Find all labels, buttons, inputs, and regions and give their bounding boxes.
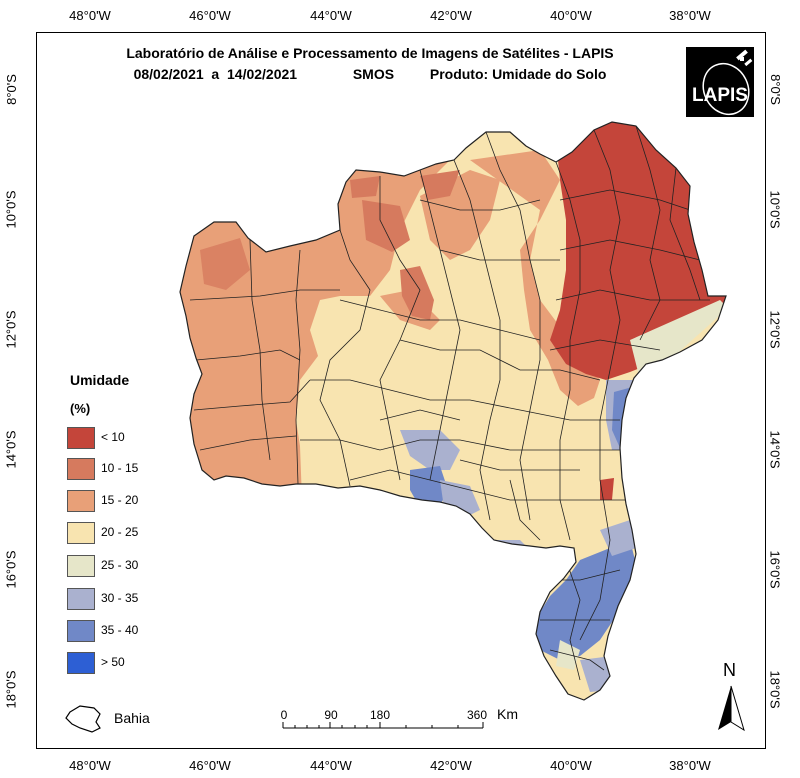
logo-text: LAPIS (692, 85, 748, 106)
legend-label: 30 - 35 (101, 591, 139, 605)
legend-swatch (67, 427, 95, 449)
lon-tick-bottom: 44°0'W (310, 758, 352, 773)
lon-tick-bottom: 46°0'W (189, 758, 231, 773)
north-label: N (723, 660, 736, 680)
legend-label: > 50 (101, 655, 125, 669)
legend-swatch (67, 652, 95, 674)
sensor-name: SMOS (352, 66, 395, 82)
municipal-boundaries (189, 125, 710, 681)
date-range: 08/02/2021 a 14/02/2021 (133, 66, 298, 82)
lon-tick-top: 42°0'W (430, 8, 472, 23)
lon-tick-top: 40°0'W (550, 8, 592, 23)
legend-swatch (67, 620, 95, 642)
lon-tick-bottom: 48°0'W (69, 758, 111, 773)
lon-tick-top: 46°0'W (189, 8, 231, 23)
scale-tick-label: 0 (280, 708, 288, 722)
product-name: Produto: Umidade do Solo (429, 66, 607, 82)
legend-title: Umidade (70, 372, 130, 388)
legend-swatch (67, 490, 95, 512)
lon-tick-bottom: 40°0'W (550, 758, 592, 773)
scale-tick-label: 180 (369, 708, 391, 722)
lon-tick-bottom: 38°0'W (669, 758, 711, 773)
satellite-icon (702, 49, 753, 116)
map-title: Laboratório de Análise e Processamento d… (126, 45, 614, 61)
bahia-inset-icon (65, 705, 101, 733)
lon-tick-bottom: 42°0'W (430, 758, 472, 773)
legend-label: 35 - 40 (101, 623, 139, 637)
bahia-outline (179, 121, 727, 701)
legend-swatch (67, 458, 95, 480)
legend-label: 25 - 30 (101, 558, 139, 572)
legend-swatch (67, 555, 95, 577)
legend-label: < 10 (101, 430, 125, 444)
inset-label: Bahia (114, 710, 150, 726)
map-subtitle: 08/02/2021 a 14/02/2021 SMOS Produto: Um… (0, 66, 770, 82)
lon-tick-top: 48°0'W (69, 8, 111, 23)
lon-tick-top: 44°0'W (310, 8, 352, 23)
legend-unit: (%) (70, 401, 91, 416)
lapis-logo: LAPIS (686, 47, 754, 117)
legend-swatch (67, 522, 95, 544)
legend-label: 10 - 15 (101, 461, 139, 475)
scale-unit: Km (497, 706, 518, 722)
scale-tick-label: 360 (466, 708, 488, 722)
scale-tick-label: 90 (324, 708, 338, 722)
legend-swatch (67, 588, 95, 610)
scale-bar (282, 722, 484, 729)
north-arrow-icon (718, 685, 745, 732)
legend-label: 15 - 20 (101, 493, 139, 507)
legend-label: 20 - 25 (101, 525, 139, 539)
lon-tick-top: 38°0'W (669, 8, 711, 23)
